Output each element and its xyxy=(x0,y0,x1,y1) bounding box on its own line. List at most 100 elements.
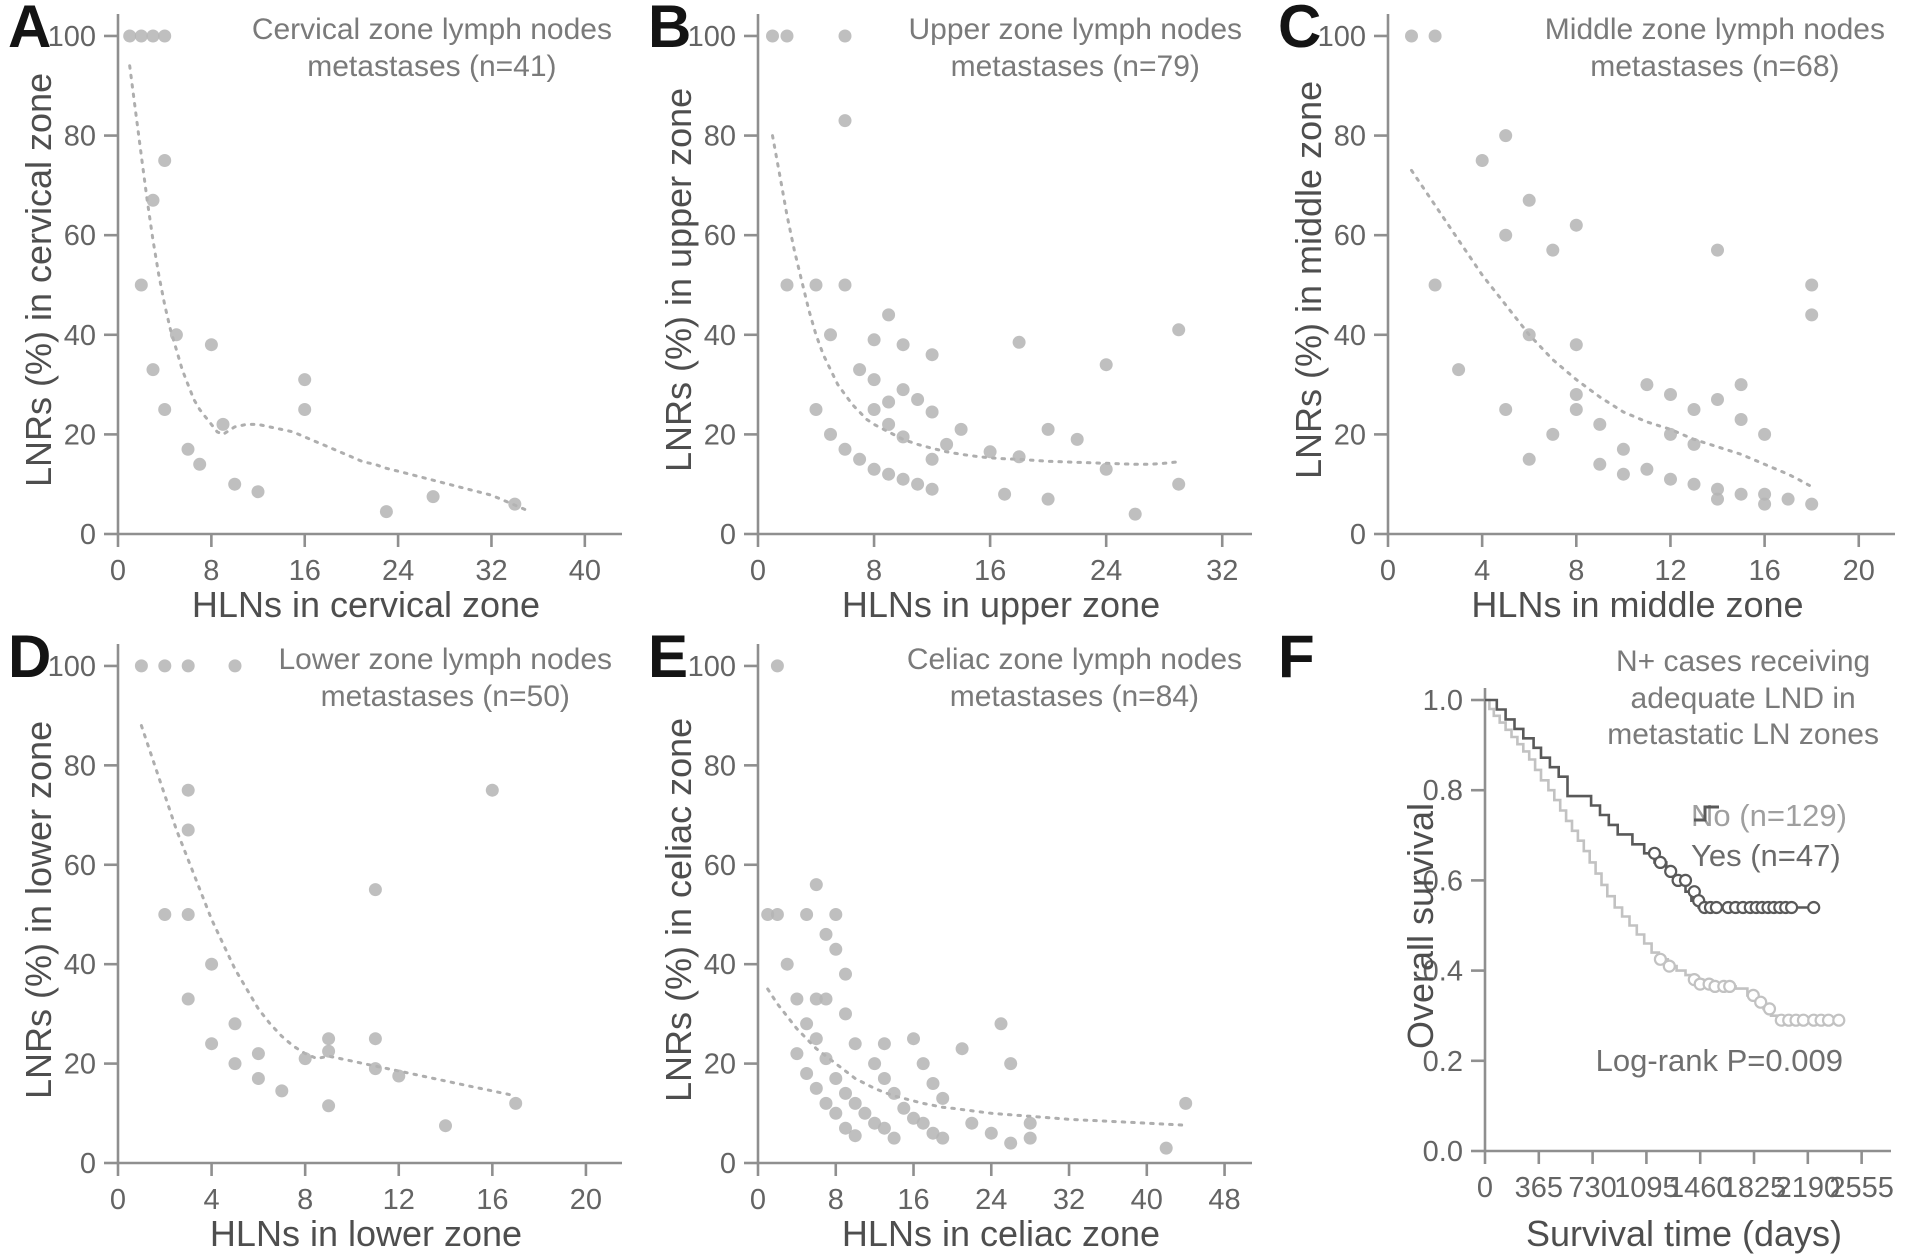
data-point xyxy=(770,908,784,921)
censor-mark-no xyxy=(1723,979,1737,993)
x-tick-label: 1825 xyxy=(1722,1172,1787,1204)
data-point xyxy=(509,1096,523,1110)
data-point xyxy=(1522,328,1536,342)
censor-mark-no xyxy=(1653,952,1667,966)
y-tick-label: 0 xyxy=(80,519,96,551)
x-axis-label-a: HLNs in cervical zone xyxy=(191,584,541,625)
data-point xyxy=(829,908,843,921)
censor-mark-yes xyxy=(1647,846,1662,860)
panel-title-d-line2: metastases (n=50) xyxy=(320,679,570,713)
data-point xyxy=(169,328,183,342)
y-tick-label: 40 xyxy=(64,320,96,352)
data-point xyxy=(790,1047,804,1061)
data-point xyxy=(1475,154,1489,167)
data-point xyxy=(766,29,779,43)
panel-celiac-zone: 0 8 16 24 32 40 48 0 20 40 60 80 100 E Celiac zone l… xyxy=(640,623,1270,1259)
data-point xyxy=(322,1044,336,1058)
x-tick-label: 8 xyxy=(203,555,219,587)
x-axis-label-b: HLNs in upper zone xyxy=(841,584,1161,625)
data-point xyxy=(809,1032,823,1046)
data-point xyxy=(1593,457,1607,471)
x-tick-label: 40 xyxy=(569,555,601,587)
data-point xyxy=(925,405,939,419)
data-point xyxy=(1099,358,1113,372)
data-point xyxy=(1664,427,1677,441)
y-tick-label: 80 xyxy=(64,750,96,782)
x-tick-label: 4 xyxy=(204,1184,220,1216)
data-point xyxy=(1569,388,1583,401)
panel-letter-a: A xyxy=(8,0,53,60)
data-point xyxy=(984,1126,998,1140)
panel-middle-zone: 0 4 8 12 16 20 0 20 40 60 80 100 C Middle zone lymp… xyxy=(1270,0,1913,630)
data-point xyxy=(146,29,160,43)
data-point xyxy=(1711,243,1724,257)
y-tick-label: 80 xyxy=(704,750,736,782)
panel-letter-c: C xyxy=(1278,0,1323,60)
censor-mark-no xyxy=(1754,995,1768,1009)
data-point xyxy=(322,1032,336,1046)
data-point xyxy=(1159,1141,1173,1155)
panel-title-b-line2: metastases (n=79) xyxy=(950,49,1200,83)
data-point xyxy=(800,1067,814,1080)
data-point xyxy=(1664,472,1677,486)
trend-line xyxy=(1410,168,1814,489)
y-tick-label: 40 xyxy=(704,320,736,352)
data-point xyxy=(123,29,137,43)
x-tick-label: 4 xyxy=(1474,555,1490,587)
trend-line-group xyxy=(771,134,1181,466)
x-tick-label: 365 xyxy=(1515,1172,1563,1204)
data-point xyxy=(839,1007,852,1021)
data-point xyxy=(1734,413,1748,426)
data-point xyxy=(790,992,804,1006)
data-point xyxy=(887,1086,901,1100)
data-point xyxy=(181,992,195,1006)
y-tick-label: 60 xyxy=(64,850,96,882)
panel-title-a-line2: metastases (n=41) xyxy=(307,49,557,83)
censor-mark-no xyxy=(1762,1002,1777,1016)
x-tick-label: 0 xyxy=(1477,1172,1493,1204)
panel-title-c: Middle zone lymph nodes metastases (n=68… xyxy=(1545,12,1885,85)
panel-lower-zone: 0 4 8 12 16 20 0 20 40 60 80 100 D Lower zone lymph… xyxy=(0,623,640,1259)
data-point xyxy=(1428,29,1442,43)
y-tick-label: 20 xyxy=(64,419,96,451)
data-point xyxy=(1616,442,1630,456)
data-point xyxy=(965,1116,979,1130)
data-point xyxy=(1099,462,1113,476)
data-point xyxy=(1734,378,1748,392)
data-point xyxy=(1041,492,1055,506)
data-point xyxy=(508,497,522,511)
x-tick-label: 2555 xyxy=(1829,1172,1894,1204)
x-tick-label: 32 xyxy=(1053,1184,1085,1216)
data-point xyxy=(1012,450,1026,464)
data-point xyxy=(839,1086,852,1100)
data-point xyxy=(809,278,823,292)
scatter-plot-middle: 0 4 8 12 16 20 0 20 40 60 80 100 xyxy=(1318,14,1895,587)
data-point xyxy=(158,908,172,921)
data-point xyxy=(877,1121,891,1135)
data-point xyxy=(882,308,896,322)
panel-title-f-line1: N+ cases receiving xyxy=(1615,645,1871,678)
legend-item-no: No (n=129) xyxy=(1691,798,1847,834)
y-tick-label: 0 xyxy=(1350,519,1366,551)
data-point xyxy=(809,403,823,416)
data-point xyxy=(1711,482,1724,496)
y-axis-label-c: LNRs (%) in middle zone xyxy=(1288,80,1329,480)
data-point xyxy=(896,338,910,352)
data-point xyxy=(298,403,312,416)
x-tick-label: 0 xyxy=(750,1184,766,1216)
x-tick-label: 0 xyxy=(1380,555,1396,587)
data-point xyxy=(205,957,219,971)
data-point xyxy=(838,29,852,43)
data-point xyxy=(819,1096,833,1110)
y-tick-label: 20 xyxy=(1334,419,1366,451)
panel-upper-zone: 0 8 16 24 32 0 20 40 60 80 100 B Upper zone lymph … xyxy=(640,0,1270,630)
data-point xyxy=(940,437,954,451)
y-tick-label: 80 xyxy=(64,121,96,153)
data-point xyxy=(1687,477,1701,491)
y-tick-label: 60 xyxy=(704,850,736,882)
x-tick-label: 20 xyxy=(1843,555,1875,587)
data-point xyxy=(134,659,148,673)
data-point xyxy=(877,1072,891,1085)
y-tick-label: 20 xyxy=(704,1049,736,1081)
data-point xyxy=(1569,403,1583,416)
